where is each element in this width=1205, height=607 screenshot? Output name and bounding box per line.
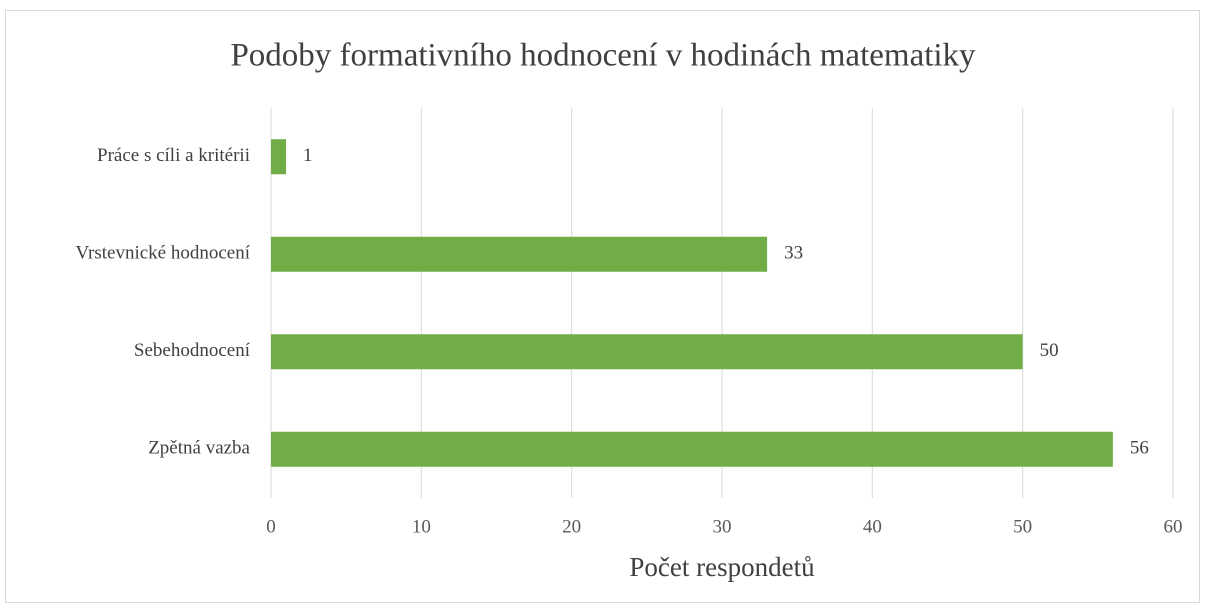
x-tick-label: 20: [562, 516, 581, 537]
data-label: 50: [1040, 340, 1059, 361]
chart-title: Podoby formativního hodnocení v hodinách…: [230, 38, 976, 74]
x-axis-label: Počet respondetů: [629, 552, 815, 582]
bar: [271, 334, 1023, 370]
data-label: 1: [303, 145, 313, 166]
y-tick-label: Sebehodnocení: [134, 340, 251, 361]
x-tick-label: 0: [266, 516, 276, 537]
data-label: 56: [1130, 438, 1149, 459]
bar: [271, 139, 287, 175]
x-tick-label: 30: [713, 516, 732, 537]
y-tick-label: Práce s cíli a kritérii: [97, 145, 250, 166]
bar: [271, 236, 768, 272]
x-tick-label: 50: [1013, 516, 1032, 537]
chart-border: [5, 10, 1200, 603]
y-tick-label: Zpětná vazba: [148, 438, 250, 459]
y-tick-label: Vrstevnické hodnocení: [75, 243, 250, 264]
x-tick-label: 60: [1164, 516, 1183, 537]
bar: [271, 431, 1113, 467]
x-tick-label: 10: [412, 516, 431, 537]
x-tick-label: 40: [863, 516, 882, 537]
data-label: 33: [784, 243, 803, 264]
